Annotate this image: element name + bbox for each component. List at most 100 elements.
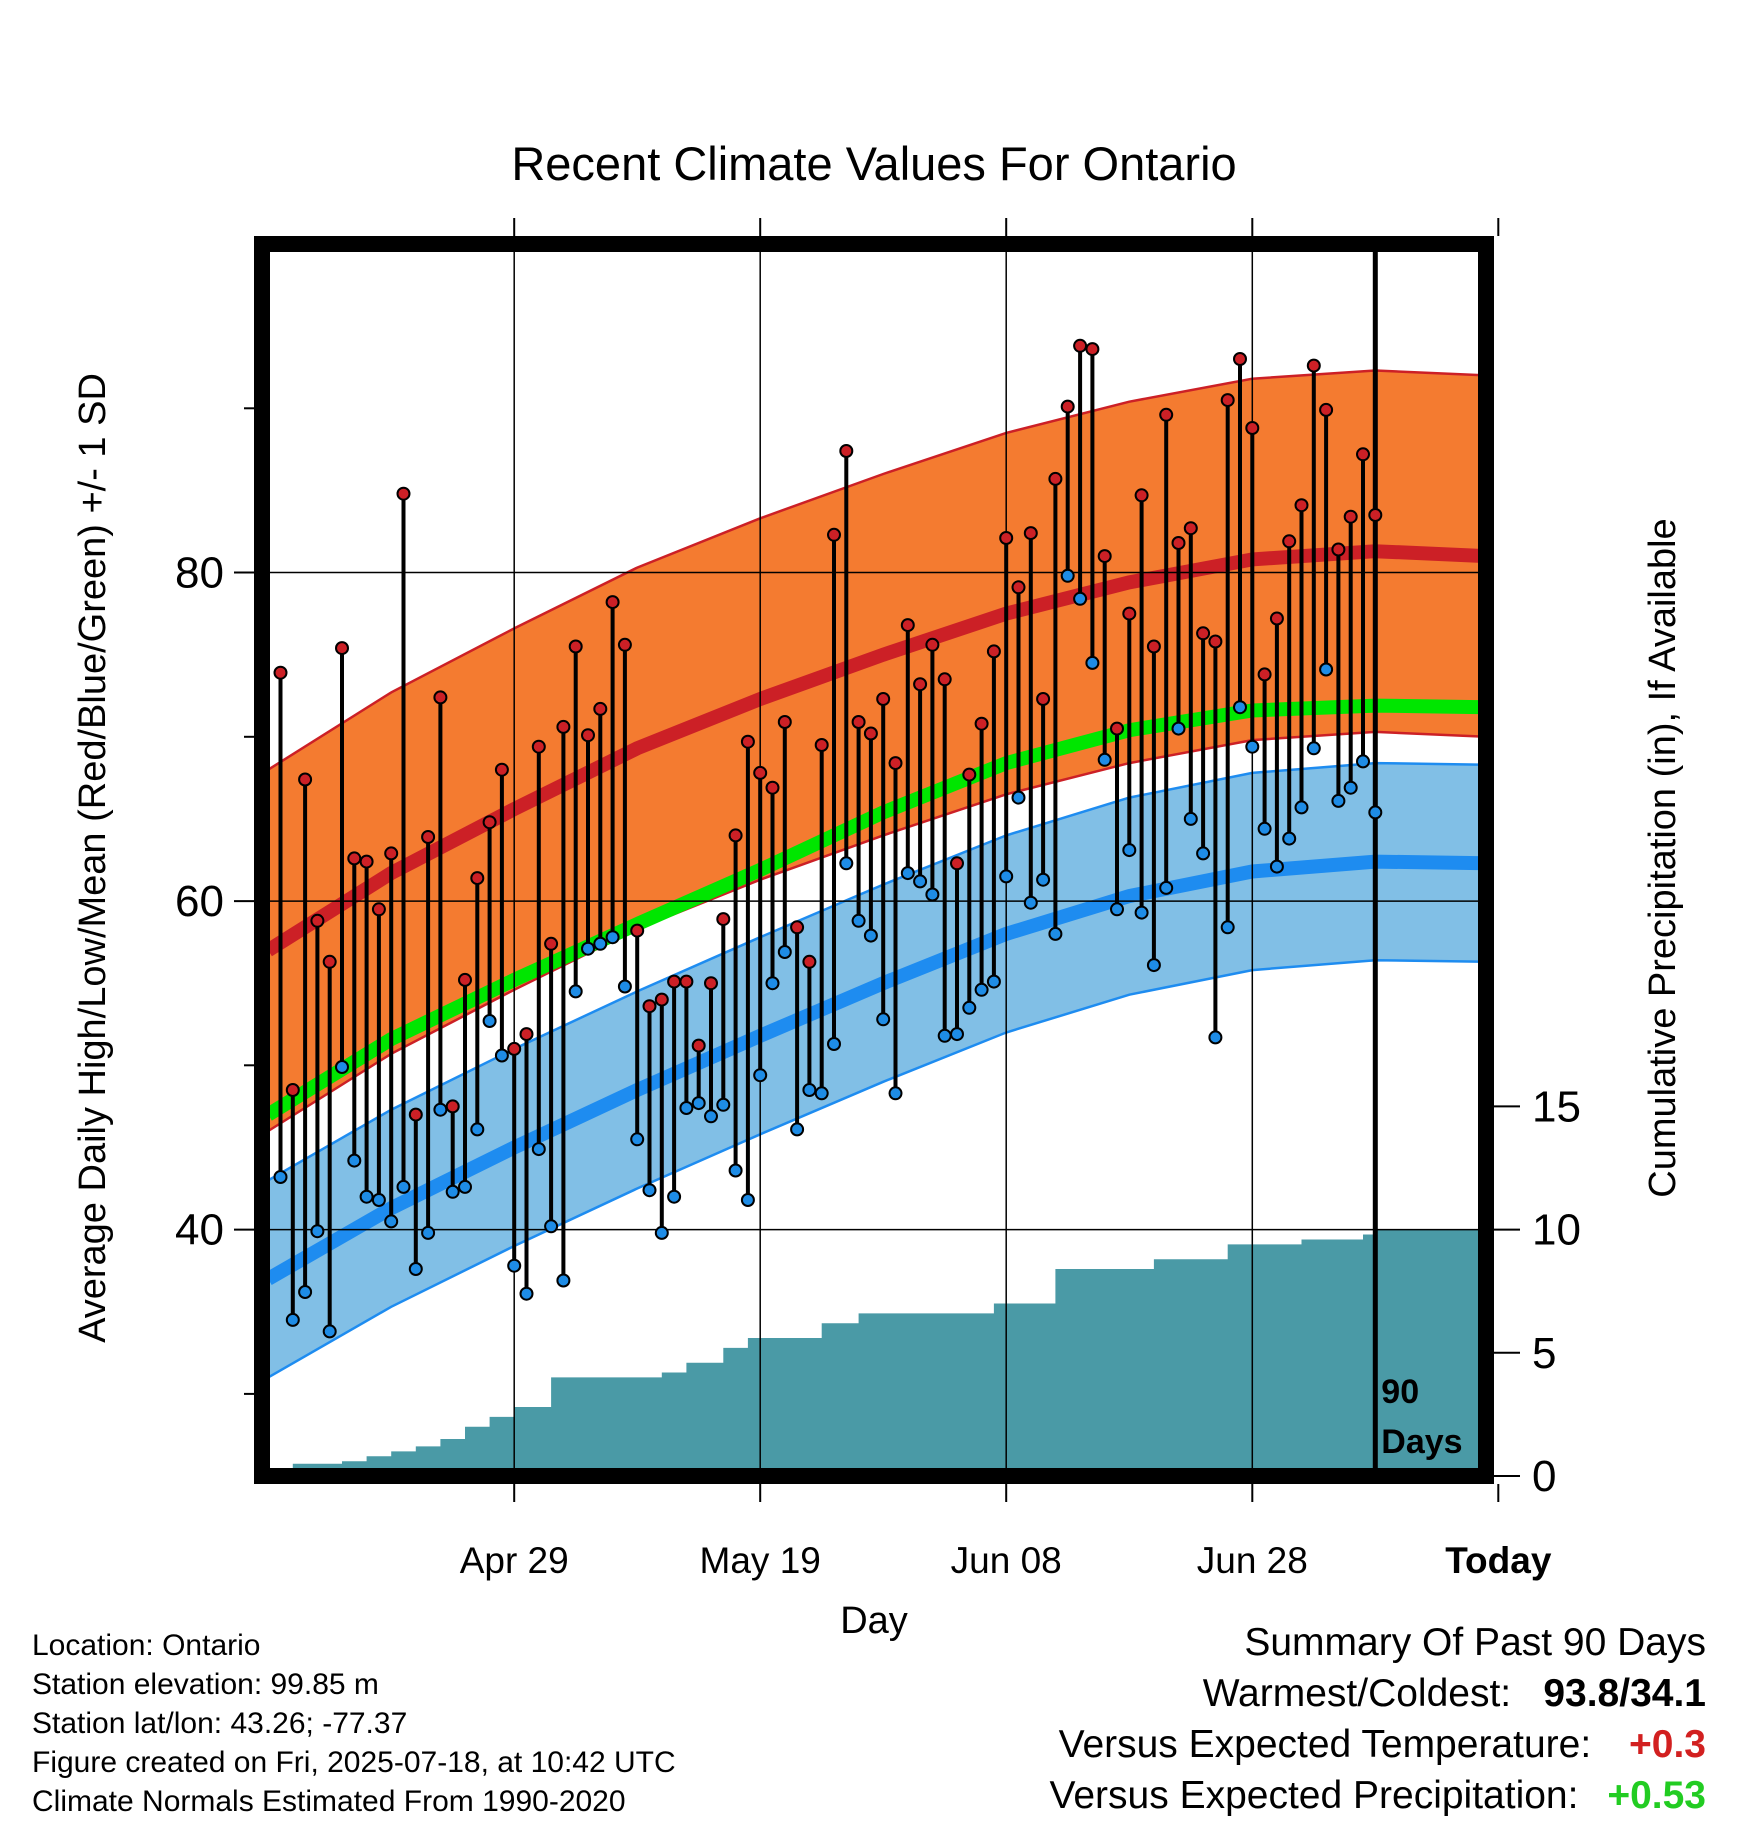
low-point	[1343, 780, 1358, 795]
high-point	[531, 739, 546, 754]
low-point	[544, 1219, 559, 1234]
high-point	[433, 690, 448, 705]
low-point	[1233, 700, 1247, 715]
high-point	[974, 716, 989, 731]
high-point	[408, 1107, 423, 1122]
low-point	[470, 1122, 485, 1137]
high-point	[937, 672, 952, 687]
low-point	[519, 1286, 534, 1301]
low-point	[1060, 568, 1075, 583]
high-point	[1282, 534, 1297, 549]
low-point	[753, 1068, 768, 1083]
low-point	[445, 1184, 460, 1199]
high-point	[556, 719, 571, 734]
low-point	[1134, 905, 1149, 920]
low-point	[986, 974, 1001, 989]
low-band-lower-edge	[267, 958, 1486, 1379]
y-tick-label: 80	[175, 549, 224, 598]
high-point	[273, 665, 288, 680]
low-point	[408, 1262, 423, 1276]
high-band-upper-edge	[267, 369, 1486, 771]
elevation-text: Station elevation: 99.85 m	[32, 1668, 379, 1701]
high-point	[384, 846, 399, 861]
low-point	[1171, 721, 1186, 736]
summary-heading: Summary Of Past 90 Days	[1244, 1621, 1706, 1664]
low-point	[396, 1179, 411, 1194]
high-point	[790, 920, 805, 935]
high-point	[458, 972, 472, 987]
high-point	[740, 734, 755, 749]
low-point	[642, 1183, 657, 1198]
low-point	[1097, 752, 1112, 767]
high-point	[298, 772, 313, 787]
y2-tick-label: 15	[1532, 1082, 1581, 1131]
created-text: Figure created on Fri, 2025-07-18, at 10…	[32, 1746, 676, 1779]
warmest-coldest-row: Warmest/Coldest: 93.8/34.1	[1050, 1668, 1706, 1719]
low-point	[1159, 880, 1174, 895]
high-point	[371, 902, 386, 917]
high-point	[1073, 338, 1088, 353]
high-point	[1036, 692, 1051, 706]
high-point	[1122, 606, 1137, 621]
low-point	[1023, 895, 1038, 910]
low-point	[298, 1285, 313, 1299]
low-point	[335, 1060, 349, 1074]
high-point	[1183, 521, 1198, 536]
high-point	[1331, 542, 1346, 557]
high-point	[359, 854, 374, 869]
low-point	[556, 1273, 571, 1288]
high-point	[1097, 549, 1112, 564]
high-point	[765, 780, 780, 795]
low-point	[913, 874, 928, 889]
normal-high-line	[264, 544, 1486, 957]
low-point	[900, 866, 915, 881]
high-point	[630, 923, 645, 938]
high-point	[507, 1041, 522, 1056]
high-point	[679, 974, 694, 989]
high-point	[642, 999, 657, 1014]
low-point	[667, 1189, 682, 1204]
x-tick-label: Apr 29	[460, 1540, 569, 1581]
y2-tick-label: 10	[1532, 1206, 1581, 1255]
low-point	[1011, 790, 1026, 805]
high-point	[900, 618, 915, 633]
high-point	[335, 641, 349, 656]
low-point	[1319, 662, 1334, 677]
high-point	[1356, 447, 1370, 462]
high-point	[851, 715, 866, 729]
high-point	[1245, 421, 1260, 435]
high-point	[1319, 402, 1334, 417]
high-point	[716, 912, 731, 927]
low-point	[716, 1097, 731, 1112]
low-point	[1257, 821, 1272, 836]
low-point	[359, 1189, 374, 1204]
high-point	[1368, 508, 1383, 522]
high-point	[876, 692, 891, 706]
high-point	[999, 531, 1014, 545]
low-point	[1220, 920, 1235, 935]
low-point	[568, 984, 583, 999]
low-point	[421, 1225, 436, 1240]
low-point	[728, 1163, 743, 1178]
high-point	[1023, 526, 1038, 541]
low-point	[384, 1214, 399, 1229]
y2-tick-label: 5	[1532, 1329, 1556, 1378]
temp-departure-label: Versus Expected Temperature:	[1058, 1723, 1592, 1766]
low-point	[888, 1086, 903, 1101]
high-point	[1257, 667, 1272, 682]
precipitation-area	[292, 1229, 1486, 1476]
high-sd-band	[268, 370, 1486, 1131]
low-point	[1085, 655, 1100, 670]
high-point	[814, 738, 829, 752]
high-point	[1110, 721, 1124, 736]
temp-departure-value: +0.3	[1629, 1723, 1706, 1766]
high-point	[863, 726, 878, 741]
high-point	[1196, 626, 1211, 641]
low-point	[322, 1324, 337, 1339]
precip-departure-row: Versus Expected Precipitation: +0.53	[1050, 1770, 1707, 1821]
y2-tick-label: 0	[1532, 1452, 1556, 1501]
station-info: Location: Ontario Station elevation: 99.…	[32, 1626, 676, 1821]
low-point	[814, 1086, 829, 1101]
low-point	[740, 1193, 755, 1207]
